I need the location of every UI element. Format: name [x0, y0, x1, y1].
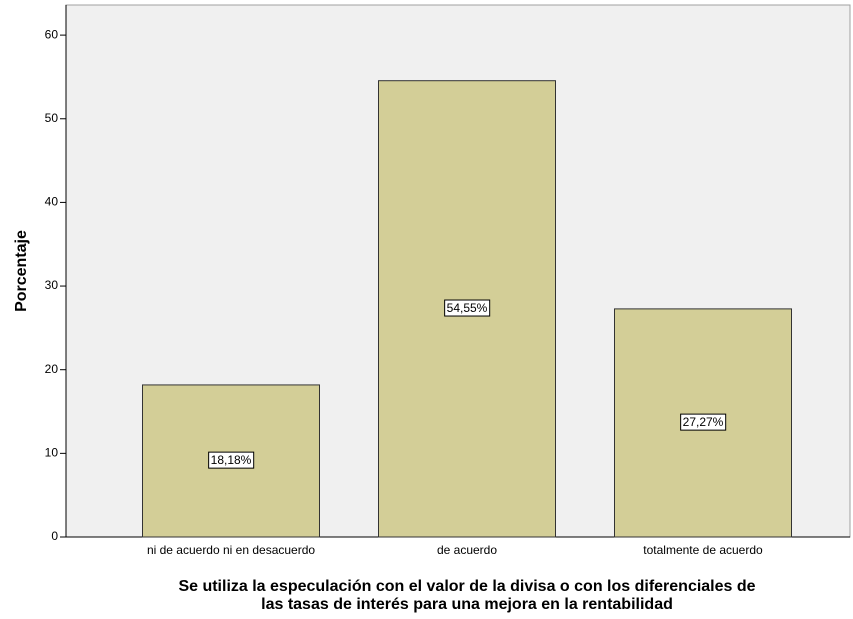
data-label: 18,18% [211, 453, 252, 467]
data-label-box [680, 413, 727, 431]
x-axis-title: las tasas de interés para una mejora en … [261, 596, 673, 613]
y-tick-label: 60 [45, 27, 59, 41]
data-label-box [444, 299, 491, 317]
y-tick-label: 30 [45, 278, 59, 292]
x-tick-label: de acuerdo [437, 543, 497, 557]
y-tick-label: 40 [45, 195, 59, 209]
y-tick-label: 50 [45, 111, 59, 125]
x-tick-label: totalmente de acuerdo [643, 543, 763, 557]
data-label-box [208, 451, 255, 469]
data-label: 27,27% [683, 415, 724, 429]
data-label: 54,55% [447, 301, 488, 315]
x-tick-label: ni de acuerdo ni en desacuerdo [147, 543, 315, 557]
y-tick-label: 20 [45, 362, 59, 376]
y-axis-title: Porcentaje [13, 230, 30, 312]
x-axis-title: Se utiliza la especulación con el valor … [178, 578, 755, 595]
y-tick-label: 0 [51, 529, 58, 543]
bar [378, 80, 556, 538]
y-tick-label: 10 [45, 446, 59, 460]
